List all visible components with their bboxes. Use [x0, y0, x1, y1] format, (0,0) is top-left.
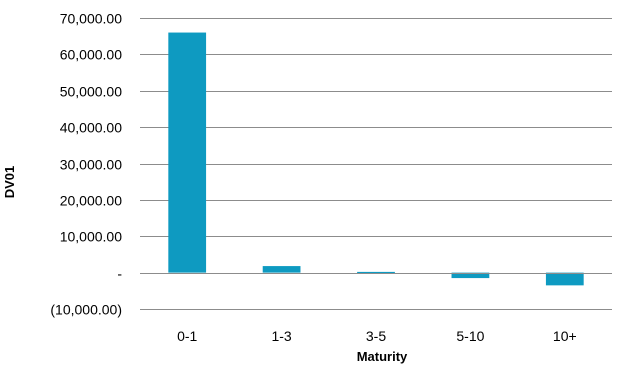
gridlines [140, 18, 612, 310]
bars [168, 32, 584, 286]
x-tick-labels: 0-1 1-3 3-5 5-10 10+ [177, 328, 577, 344]
x-tick-label: 1-3 [271, 328, 291, 344]
y-tick-label: 60,000.00 [60, 47, 122, 63]
bar-5-10 [451, 272, 490, 279]
bar-1-3 [262, 266, 301, 273]
y-tick-labels: 70,000.00 60,000.00 50,000.00 40,000.00 30,0… [50, 11, 122, 318]
y-tick-label: 50,000.00 [60, 84, 122, 100]
y-axis-title: DV01 [2, 166, 17, 199]
bar-3-5 [357, 271, 395, 274]
x-tick-label: 3-5 [366, 328, 386, 344]
y-tick-label: (10,000.00) [50, 302, 122, 318]
x-tick-label: 10+ [553, 328, 577, 344]
y-tick-label: 40,000.00 [60, 120, 122, 136]
x-axis-title: Maturity [357, 349, 408, 364]
bar-10+ [545, 272, 584, 286]
x-tick-label: 5-10 [456, 328, 484, 344]
y-tick-label: 70,000.00 [60, 11, 122, 27]
bar-0-1 [168, 32, 207, 273]
y-tick-label: 20,000.00 [60, 193, 122, 209]
y-tick-label: - [117, 266, 122, 282]
x-tick-label: 0-1 [177, 328, 197, 344]
y-tick-label: 30,000.00 [60, 157, 122, 173]
y-tick-label: 10,000.00 [60, 229, 122, 245]
